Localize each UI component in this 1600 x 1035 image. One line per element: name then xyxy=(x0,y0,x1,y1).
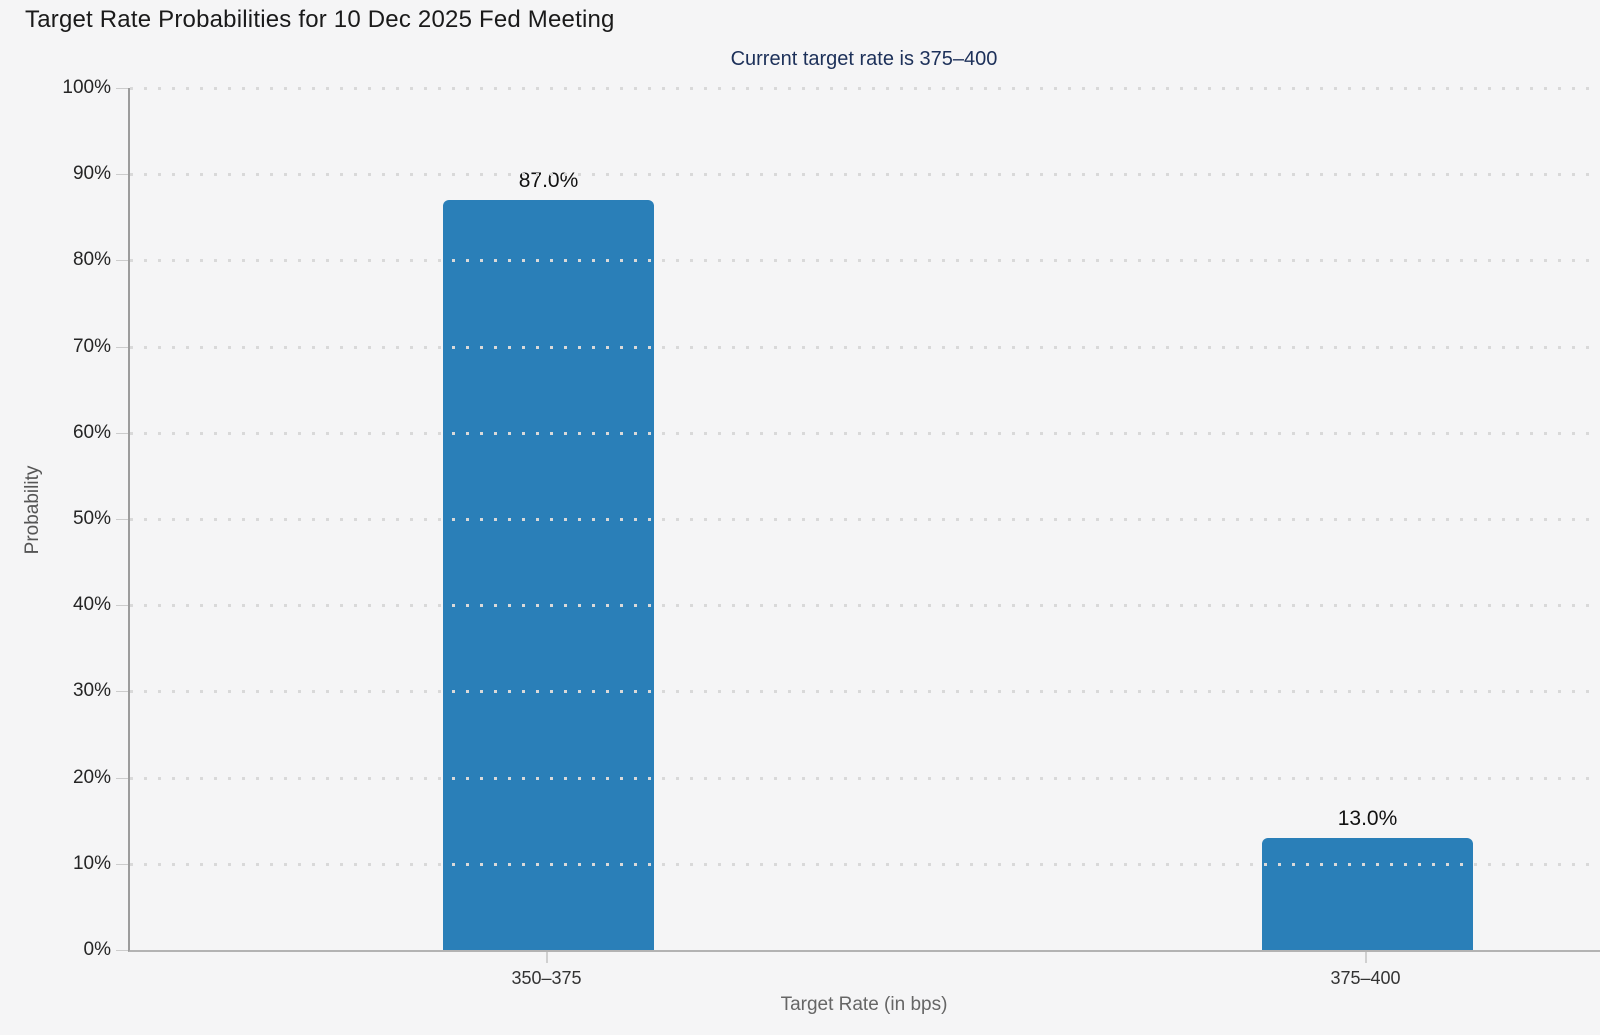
chart-title: Target Rate Probabilities for 10 Dec 202… xyxy=(25,6,615,33)
x-category-375-400: 375–400 xyxy=(1260,952,1471,989)
x-tick-mark xyxy=(1364,952,1367,963)
y-tick-mark xyxy=(116,88,128,89)
bar-value-label: 13.0% xyxy=(1337,806,1398,830)
y-tick-label: 70% xyxy=(72,335,111,357)
plot-area: 87.0% 13.0% 0% 10% 20% 30% 40% 50% 60% 70% 80% 90… xyxy=(62,77,1600,960)
x-category-350-375: 350–375 xyxy=(441,952,652,989)
y-tick-mark xyxy=(116,950,128,951)
bar-group-350-375: 87.0% xyxy=(443,88,654,950)
y-tick-mark xyxy=(116,260,128,262)
y-tick-mark xyxy=(116,691,128,693)
x-tick-label: 350–375 xyxy=(511,968,582,988)
bar-375-400[interactable] xyxy=(1262,837,1473,950)
y-tick-label: 50% xyxy=(72,508,111,529)
y-tick-label: 100% xyxy=(62,77,111,98)
x-axis-title: Target Rate (in bps) xyxy=(780,994,948,1015)
y-tick-mark xyxy=(116,777,128,779)
x-axis: 350–375 375–400 xyxy=(128,952,1598,1012)
y-tick-mark xyxy=(116,174,128,176)
y-tick-label: 30% xyxy=(72,680,111,702)
y-tick-mark xyxy=(116,346,128,348)
y-tick-mark xyxy=(116,519,128,520)
y-tick-mark xyxy=(116,863,128,865)
y-tick-label: 80% xyxy=(72,249,111,271)
x-tick-label: 375–400 xyxy=(1330,968,1401,988)
bar-group-375-400: 13.0% xyxy=(1262,88,1473,950)
y-tick-label: 10% xyxy=(72,852,111,874)
bar-350-375[interactable] xyxy=(443,200,654,950)
bar-value-label: 87.0% xyxy=(518,169,579,193)
y-tick-mark xyxy=(116,605,128,607)
chart-subtitle: Current target rate is 375–400 xyxy=(730,48,998,70)
x-tick-mark xyxy=(545,952,548,963)
y-tick-label: 0% xyxy=(83,939,111,960)
y-tick-label: 60% xyxy=(72,421,111,443)
y-tick-mark xyxy=(116,432,128,434)
y-tick-label: 90% xyxy=(72,163,111,185)
y-tick-label: 20% xyxy=(72,766,111,788)
y-tick-label: 40% xyxy=(72,594,111,616)
